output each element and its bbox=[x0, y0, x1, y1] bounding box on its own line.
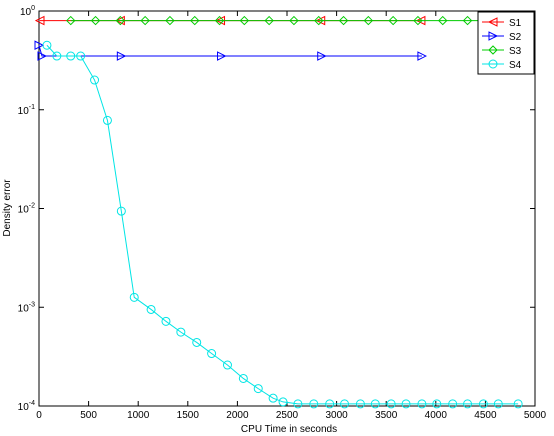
x-tick-label: 4500 bbox=[474, 410, 497, 421]
data-point bbox=[190, 15, 200, 26]
data-point bbox=[34, 15, 45, 26]
data-point bbox=[42, 40, 52, 50]
data-point bbox=[340, 399, 350, 409]
series-line bbox=[38, 45, 422, 57]
y-tick-label: 10-3 bbox=[18, 301, 35, 314]
data-point bbox=[438, 15, 448, 26]
data-point bbox=[268, 393, 278, 403]
data-point bbox=[338, 15, 349, 26]
data-point bbox=[417, 51, 428, 61]
legend-marker bbox=[488, 31, 499, 41]
data-point bbox=[66, 15, 76, 26]
x-tick-label: 5000 bbox=[524, 410, 547, 421]
data-point bbox=[289, 15, 299, 26]
data-point bbox=[493, 399, 503, 409]
data-point bbox=[478, 399, 488, 409]
y-tick-label: 10-4 bbox=[18, 400, 35, 413]
legend-marker bbox=[487, 17, 498, 27]
legend-label: S1 bbox=[509, 18, 522, 29]
data-point bbox=[37, 51, 48, 61]
data-point bbox=[325, 399, 335, 409]
data-point bbox=[401, 399, 411, 409]
data-point bbox=[432, 399, 442, 409]
data-point bbox=[355, 399, 365, 409]
data-point bbox=[253, 384, 263, 394]
data-point bbox=[90, 15, 101, 26]
legend-marker bbox=[488, 45, 498, 55]
legend: S1 S2 S3 S4 bbox=[477, 11, 535, 75]
data-point bbox=[161, 316, 171, 326]
x-tick-label: 500 bbox=[80, 410, 97, 421]
data-point bbox=[264, 15, 274, 26]
data-point bbox=[513, 399, 523, 409]
y-tick-label: 10-1 bbox=[18, 104, 35, 117]
data-point bbox=[462, 15, 473, 26]
data-point bbox=[417, 399, 427, 409]
legend-marker bbox=[488, 59, 498, 69]
x-tick-label: 0 bbox=[36, 410, 42, 421]
data-point bbox=[293, 399, 303, 409]
data-point bbox=[165, 15, 175, 26]
y-tick-label: 10-2 bbox=[18, 203, 35, 216]
data-point bbox=[278, 397, 288, 407]
data-point bbox=[309, 399, 319, 409]
legend-label: S3 bbox=[509, 46, 522, 57]
data-point bbox=[222, 360, 232, 370]
x-tick-label: 3500 bbox=[375, 410, 398, 421]
x-tick-label: 2000 bbox=[226, 410, 249, 421]
data-point bbox=[463, 399, 473, 409]
data-point bbox=[176, 327, 186, 337]
data-point bbox=[116, 206, 126, 216]
data-point bbox=[140, 15, 150, 26]
data-point bbox=[146, 304, 156, 314]
data-point bbox=[129, 292, 139, 302]
legend-label: S2 bbox=[509, 32, 522, 43]
data-point bbox=[214, 15, 225, 26]
legend-box bbox=[477, 11, 535, 75]
plot-area bbox=[38, 10, 536, 407]
data-point bbox=[239, 15, 250, 26]
data-point bbox=[314, 15, 324, 26]
data-point bbox=[192, 337, 202, 347]
x-tick-label: 1000 bbox=[127, 410, 150, 421]
data-point bbox=[116, 51, 127, 61]
legend-label: S4 bbox=[509, 60, 522, 71]
data-point bbox=[115, 15, 126, 26]
data-point bbox=[363, 15, 374, 26]
series-line bbox=[46, 44, 519, 405]
data-point bbox=[388, 15, 398, 26]
data-point bbox=[76, 51, 86, 61]
data-point bbox=[386, 399, 396, 409]
y-axis-label: Density error bbox=[2, 179, 13, 237]
x-tick-label: 4000 bbox=[425, 410, 448, 421]
data-point bbox=[207, 349, 217, 359]
x-tick-label: 3000 bbox=[325, 410, 348, 421]
data-point bbox=[34, 40, 45, 51]
x-tick-label: 1500 bbox=[177, 410, 200, 421]
data-point bbox=[217, 51, 227, 61]
data-point bbox=[370, 399, 380, 409]
data-point bbox=[448, 399, 458, 409]
x-axis-label: CPU Time in seconds bbox=[241, 424, 337, 435]
data-point bbox=[66, 51, 76, 61]
data-point bbox=[90, 75, 100, 85]
data-point bbox=[52, 51, 62, 61]
data-point bbox=[413, 15, 423, 26]
data-point bbox=[238, 373, 248, 383]
data-point bbox=[317, 51, 327, 61]
y-tick-label: 100 bbox=[20, 5, 35, 18]
data-point bbox=[102, 115, 112, 125]
x-tick-label: 2500 bbox=[276, 410, 299, 421]
